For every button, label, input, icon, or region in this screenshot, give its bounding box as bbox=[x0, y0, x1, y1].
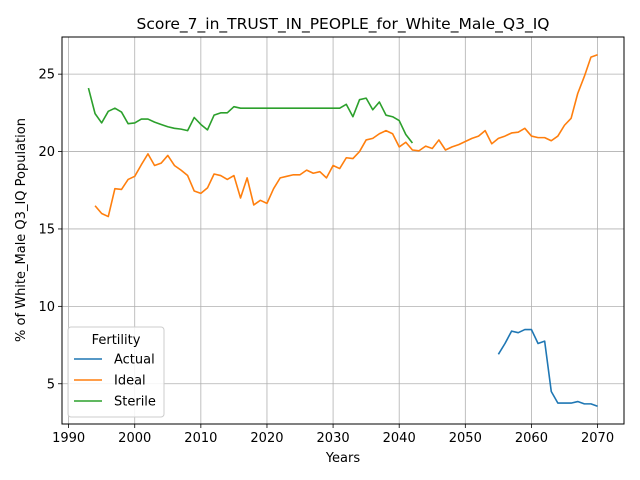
y-tick-label: 10 bbox=[38, 300, 55, 315]
legend: Fertility Actual Ideal Sterile bbox=[67, 326, 165, 418]
legend-label-sterile: Sterile bbox=[114, 395, 156, 410]
x-tick-label: 2060 bbox=[515, 431, 548, 446]
x-tick-label: 1990 bbox=[52, 431, 85, 446]
x-tick-label: 2020 bbox=[250, 431, 283, 446]
x-tick-label: 2030 bbox=[317, 431, 350, 446]
x-tick-label: 2040 bbox=[383, 431, 416, 446]
x-axis-ticks: 1990 2000 2010 2020 2030 2040 2050 2060 2070 bbox=[52, 424, 614, 446]
y-tick-label: 20 bbox=[38, 145, 55, 160]
x-tick-label: 2050 bbox=[449, 431, 482, 446]
series-line-sterile bbox=[87, 87, 414, 144]
y-tick-label: 5 bbox=[47, 377, 55, 392]
series-line-ideal bbox=[94, 54, 598, 218]
legend-title: Fertility bbox=[92, 333, 141, 348]
legend-label-actual: Actual bbox=[114, 353, 155, 368]
chart-title: Score_7_in_TRUST_IN_PEOPLE_for_White_Mal… bbox=[136, 15, 549, 34]
legend-items: Actual Ideal Sterile bbox=[74, 353, 156, 410]
legend-box bbox=[67, 326, 165, 418]
gridlines bbox=[62, 37, 624, 424]
x-tick-label: 2000 bbox=[118, 431, 151, 446]
series-layer bbox=[87, 54, 598, 407]
y-axis-label: % of White_Male Q3_IQ Population bbox=[14, 118, 29, 342]
plot-frame bbox=[61, 36, 625, 425]
y-axis-ticks: 5 10 15 20 25 bbox=[38, 68, 62, 392]
x-tick-label: 2010 bbox=[184, 431, 217, 446]
legend-label-ideal: Ideal bbox=[114, 374, 146, 389]
y-tick-label: 15 bbox=[38, 222, 55, 237]
y-tick-label: 25 bbox=[38, 68, 55, 83]
series-line-actual bbox=[497, 328, 598, 407]
x-tick-label: 2070 bbox=[581, 431, 614, 446]
x-axis-label: Years bbox=[325, 451, 361, 466]
